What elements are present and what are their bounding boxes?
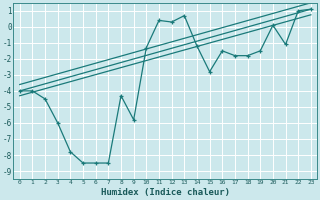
X-axis label: Humidex (Indice chaleur): Humidex (Indice chaleur) [101, 188, 230, 197]
